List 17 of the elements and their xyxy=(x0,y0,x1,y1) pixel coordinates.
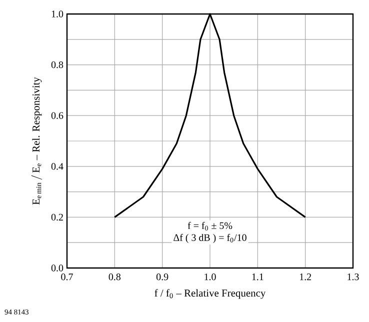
y-axis-title: $\mathrm{E_{e\,min}\,/\,E_{e}}\textrm{ – Rel. Responsivity}$ xyxy=(31,77,42,205)
x-tick-label: 1.0 xyxy=(204,274,216,280)
y-tick-label: 0.8 xyxy=(51,61,64,68)
x-tick-label: 0.8 xyxy=(108,274,121,280)
x-tick-label: 1.1 xyxy=(252,274,264,280)
annotation: Δf ( 3 dB ) = f$_{0}$/10 xyxy=(174,234,246,243)
y-tick-label: 0.2 xyxy=(51,214,63,221)
y-tick-label: 1.0 xyxy=(52,10,64,18)
annotation: f = f$_{0}$ ± 5% xyxy=(188,222,232,230)
y-tick-label: 0.6 xyxy=(51,112,64,119)
x-tick-label: 0.9 xyxy=(156,274,168,280)
y-tick-label: 0.0 xyxy=(51,264,64,272)
y-tick-label: 0.4 xyxy=(51,163,64,170)
x-axis-title: f / f$_{0}$ – Relative Frequency xyxy=(154,289,266,299)
x-tick-label: 1.3 xyxy=(348,274,359,280)
x-tick-label: 0.7 xyxy=(61,274,73,280)
x-tick-label: 1.2 xyxy=(300,274,312,280)
